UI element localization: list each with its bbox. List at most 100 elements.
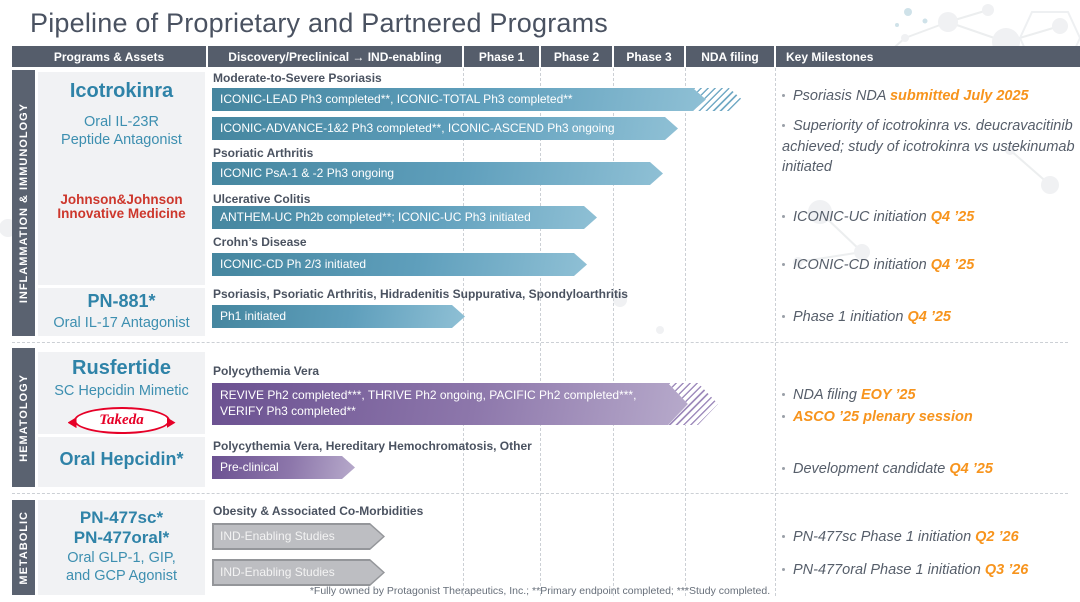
header-cell-nda-filing: NDA filing	[686, 46, 774, 67]
milestone-highlight: submitted July 2025	[889, 88, 1029, 104]
milestone-bullet	[782, 535, 785, 538]
phase-gridline	[540, 68, 541, 596]
section-sidebar-hematology: HEMATOLOGY	[12, 348, 35, 487]
header-cell-discovery-preclinical-ind-enabling: Discovery/Preclinical → IND-enabling	[208, 46, 462, 67]
section-label: METABOLIC	[17, 510, 30, 585]
bar-label: ICONIC PsA-1 & -2 Ph3 ongoing	[220, 165, 395, 180]
program-card-rusfertide: Rusfertide SC Hepcidin Mimetic Takeda	[38, 352, 205, 434]
indication-label: Moderate-to-Severe Psoriasis	[213, 71, 382, 85]
pipeline-bar: ANTHEM-UC Ph2b completed**; ICONIC-UC Ph…	[212, 206, 597, 229]
program-subtitle: Oral GLP-1, GIP, and GCP Agonist	[66, 550, 177, 585]
section-sidebar-metabolic: METABOLIC	[12, 500, 35, 595]
indication-label: Polycythemia Vera	[213, 364, 320, 378]
pipeline-bar: ICONIC-CD Ph 2/3 initiated	[212, 253, 587, 276]
bar-label: ANTHEM-UC Ph2b completed**; ICONIC-UC Ph…	[220, 209, 531, 224]
takeda-left-point	[67, 417, 77, 429]
program-name: Oral Hepcidin*	[59, 449, 184, 469]
indication-label: Polycythemia Vera, Hereditary Hemochroma…	[213, 439, 532, 453]
milestone-bullet	[782, 215, 785, 218]
program-subtitle: SC Hepcidin Mimetic	[54, 383, 189, 399]
program-card-icotrokinra: Icotrokinra Oral IL-23R Peptide Antagonist…	[38, 72, 205, 285]
section-separator	[12, 493, 1068, 494]
milestone-text: ICONIC-CD initiation	[793, 257, 931, 273]
indication-label: Psoriasis, Psoriatic Arthritis, Hidraden…	[213, 287, 628, 301]
pipeline-bar: Ph1 initiated	[212, 305, 465, 328]
milestone-highlight: Q2 ’26	[975, 529, 1019, 545]
program-subtitle: Oral IL-17 Antagonist	[53, 314, 190, 331]
milestone-highlight: ASCO ’25 plenary session	[793, 409, 973, 425]
bar-label: ICONIC-ADVANCE-1&2 Ph3 completed**, ICON…	[220, 120, 615, 135]
bar-inner	[214, 525, 383, 548]
program-name: Icotrokinra	[69, 80, 174, 102]
milestone-text: PN-477sc Phase 1 initiation	[793, 529, 976, 545]
takeda-right-point	[166, 417, 176, 429]
milestone-highlight: EOY ’25	[860, 387, 916, 403]
pipeline-bar: Pre-clinical	[212, 456, 355, 479]
milestone-bullet	[782, 415, 785, 418]
milestone-text: Phase 1 initiation	[793, 309, 908, 325]
bar-label: IND-Enabling Studies	[220, 528, 335, 543]
footnote: *Fully owned by Protagonist Therapeutics…	[309, 585, 771, 597]
indication-label: Ulcerative Colitis	[213, 192, 311, 206]
milestone: Phase 1 initiation Q4 ’25	[782, 307, 951, 328]
milestone-highlight: Q3 ’26	[984, 562, 1029, 578]
pipeline-bar: ICONIC-ADVANCE-1&2 Ph3 completed**, ICON…	[212, 117, 678, 140]
indication-label: Psoriatic Arthritis	[213, 146, 314, 160]
program-name: PN-881*	[87, 291, 156, 311]
milestone-bullet	[782, 315, 785, 318]
milestone-bullet	[782, 467, 785, 470]
header-cell-phase-1: Phase 1	[464, 46, 539, 67]
milestone-highlight: Q4 ’25	[930, 257, 975, 273]
milestone-bullet	[782, 94, 785, 97]
phase-gridline	[463, 68, 464, 596]
milestone: Superiority of icotrokinra vs. deucravac…	[782, 116, 1078, 178]
header-cell-phase-3: Phase 3	[614, 46, 684, 67]
hatched-progress-tip	[693, 88, 742, 111]
section-label: INFLAMMATION & IMMUNOLOGY	[17, 102, 30, 304]
indication-label: Obesity & Associated Co-Morbidities	[213, 504, 424, 518]
program-subtitle: Oral IL-23R Peptide Antagonist	[61, 114, 182, 149]
program-name: PN-477sc* PN-477oral*	[73, 508, 170, 547]
milestone: PN-477oral Phase 1 initiation Q3 ’26	[782, 560, 1028, 581]
page-title: Pipeline of Proprietary and Partnered Pr…	[30, 8, 608, 38]
milestone: Development candidate Q4 ’25	[782, 459, 993, 480]
milestone-text: Superiority of icotrokinra vs. deucravac…	[782, 118, 1075, 176]
milestone-highlight: Q4 ’25	[930, 209, 975, 225]
bar-label: IND-Enabling Studies	[220, 564, 335, 579]
milestone: PN-477sc Phase 1 initiation Q2 ’26	[782, 527, 1019, 548]
header-cell-key-milestones: Key Milestones	[776, 46, 1080, 67]
phase-gridline	[685, 68, 686, 596]
indication-label: Crohn’s Disease	[213, 235, 307, 249]
bar-label: REVIVE Ph2 completed***, THRIVE Ph2 ongo…	[220, 388, 637, 418]
milestone-highlight: Q4 ’25	[907, 309, 951, 325]
bar-label: Ph1 initiated	[220, 308, 287, 323]
program-card-pn-881: PN-881* Oral IL-17 Antagonist	[38, 288, 205, 336]
pipeline-bar: IND-Enabling Studies	[212, 523, 385, 550]
milestone-bullet	[782, 263, 785, 266]
pipeline-bar: ICONIC PsA-1 & -2 Ph3 ongoing	[212, 162, 663, 185]
milestone: ICONIC-UC initiation Q4 ’25	[782, 207, 974, 228]
program-name: Rusfertide	[72, 357, 171, 379]
milestone: ICONIC-CD initiation Q4 ’25	[782, 255, 974, 276]
bar-label: ICONIC-CD Ph 2/3 initiated	[220, 256, 367, 271]
milestone-text: PN-477oral Phase 1 initiation	[793, 562, 985, 578]
bar-label: Pre-clinical	[220, 459, 279, 474]
milestone-highlight: Q4 ’25	[949, 461, 993, 477]
phase-gridline	[775, 68, 776, 596]
partner-logo-takeda: Takeda	[67, 407, 176, 434]
pipeline-bar: IND-Enabling Studies	[212, 559, 385, 586]
header-cell-phase-2: Phase 2	[541, 46, 612, 67]
partner-logo-johnson-and-johnson: Johnson&Johnson Innovative Medicine	[57, 192, 186, 222]
header-cell-programs-assets: Programs & Assets	[12, 46, 206, 67]
phase-gridline	[613, 68, 614, 596]
milestone-bullet	[782, 568, 785, 571]
section-separator	[12, 342, 1068, 343]
milestone: Psoriasis NDA submitted July 2025	[782, 86, 1029, 107]
milestone-text: ICONIC-UC initiation	[793, 209, 931, 225]
section-label: HEMATOLOGY	[17, 373, 30, 462]
pipeline-bar: REVIVE Ph2 completed***, THRIVE Ph2 ongo…	[212, 383, 688, 425]
milestone-bullet	[782, 393, 785, 396]
milestone-text: Psoriasis NDA	[793, 88, 890, 104]
pipeline-bar: ICONIC-LEAD Ph3 completed**, ICONIC-TOTA…	[212, 88, 706, 111]
